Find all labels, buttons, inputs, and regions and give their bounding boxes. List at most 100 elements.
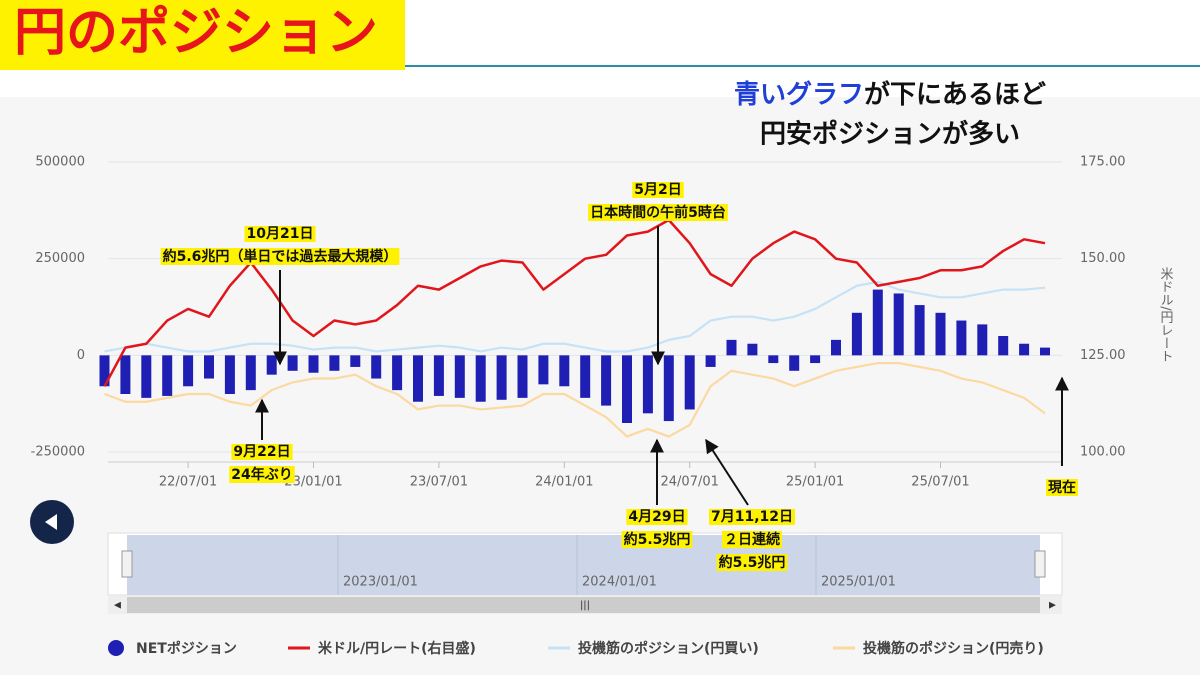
annotation-bg <box>229 466 295 483</box>
legend-label: NETポジション <box>136 640 237 657</box>
annotation-arrow <box>705 438 749 506</box>
annotation-text: 現在 <box>1048 479 1076 496</box>
annotation-bg <box>231 444 293 460</box>
bar <box>329 355 340 371</box>
bar <box>580 355 591 398</box>
bar <box>977 324 988 356</box>
annotation-bg <box>716 554 788 571</box>
x-tick-label: 23/01/01 <box>284 475 342 490</box>
annotation-text: 日本時間の午前5時台 <box>590 204 726 221</box>
bar <box>622 355 632 423</box>
annotation-text: 5月2日 <box>634 182 681 198</box>
x-tick-label: 22/07/01 <box>159 475 217 490</box>
bar <box>475 355 486 402</box>
bar <box>183 355 194 387</box>
annotation-bg <box>722 531 782 548</box>
bar <box>1040 347 1050 356</box>
legend-label: 米ドル/円レート(右目盛) <box>318 640 476 657</box>
legend-item[interactable]: 米ドル/円レート(右目盛) <box>288 640 476 657</box>
bar <box>663 355 674 422</box>
annotation-bg <box>244 226 316 242</box>
y-tick-label: 0 <box>77 348 85 363</box>
line <box>104 361 1046 438</box>
bar <box>413 355 423 402</box>
y2-tick-label: 150.00 <box>1080 251 1126 266</box>
nav-handle[interactable] <box>1034 550 1046 578</box>
annotation-text: 約5.6兆円（単日では過去最大規模） <box>163 248 398 265</box>
bar <box>1019 343 1030 356</box>
bar <box>371 355 382 379</box>
bar <box>810 355 821 364</box>
annotation-bg <box>626 509 688 525</box>
annotation: 現在 <box>1046 376 1078 496</box>
bar <box>308 355 319 373</box>
x-tick-label: 25/07/01 <box>911 475 969 490</box>
scroll-thumb[interactable] <box>127 597 1040 613</box>
bar <box>768 355 779 364</box>
bar <box>642 355 653 414</box>
bar <box>496 355 507 400</box>
bar <box>266 355 277 375</box>
annotation-bg <box>632 182 684 198</box>
bar <box>893 293 904 356</box>
line <box>103 218 1046 387</box>
page-title: 円のポジション <box>14 3 378 63</box>
bar <box>935 312 946 356</box>
title-box <box>0 0 405 70</box>
bar <box>517 355 528 398</box>
y2-tick-label: 175.00 <box>1080 155 1126 170</box>
line <box>104 280 1046 353</box>
bar <box>872 289 883 356</box>
bar <box>747 343 758 356</box>
bar <box>287 355 298 371</box>
nav-label: 2024/01/01 <box>582 575 657 590</box>
annotation-text: 24年ぶり <box>231 466 292 483</box>
legend-item[interactable]: 投機筋のポジション(円売り) <box>833 640 1044 657</box>
bar <box>705 355 716 367</box>
nav-label: 2023/01/01 <box>343 575 418 590</box>
annotation-text: 9月22日 <box>233 444 290 460</box>
annotation-text: ２日連続 <box>724 531 780 548</box>
bar <box>350 355 361 367</box>
subtitle-part: が下にあるほど <box>864 79 1046 110</box>
bar <box>998 336 1009 356</box>
legend-label: 投機筋のポジション(円買い) <box>578 640 759 657</box>
annotation: 9月22日 24年ぶり <box>229 398 295 483</box>
legend-item[interactable]: 投機筋のポジション(円買い) <box>548 640 759 657</box>
bar <box>956 320 967 356</box>
annotation-text: 10月21日 <box>247 226 314 242</box>
y-tick-label: -250000 <box>31 445 85 460</box>
subtitle: 青いグラフが下にあるほど <box>734 79 1046 110</box>
annotation-bg <box>621 531 693 548</box>
x-tick-label: 23/07/01 <box>410 475 468 490</box>
scroll-right[interactable]: ▶ <box>1049 601 1056 611</box>
y2-tick-label: 125.00 <box>1080 348 1126 363</box>
annotation-bg <box>1046 479 1078 496</box>
back-icon <box>45 514 57 530</box>
bar <box>433 355 444 396</box>
bar <box>120 355 131 394</box>
y2-tick-label: 100.00 <box>1080 445 1126 460</box>
annotation-text: 約5.5兆円 <box>624 531 691 548</box>
scroll-left[interactable]: ◀ <box>114 601 121 611</box>
bar <box>392 355 403 391</box>
y-tick-label: 500000 <box>35 155 85 170</box>
annotation-bg <box>588 204 728 221</box>
bar <box>454 355 465 398</box>
bar <box>726 339 737 356</box>
bar <box>914 305 925 356</box>
scroll-grip: ||| <box>580 600 590 611</box>
bar <box>141 355 152 398</box>
nav-handle[interactable] <box>121 550 133 578</box>
bar <box>204 355 214 379</box>
legend-item[interactable]: NETポジション <box>108 640 237 657</box>
bar <box>538 355 549 385</box>
annotation-bg <box>708 509 796 525</box>
bar <box>559 355 570 387</box>
x-tick-label: 25/01/01 <box>786 475 844 490</box>
annotation-text: 4月29日 <box>628 509 685 525</box>
bar <box>851 312 862 356</box>
